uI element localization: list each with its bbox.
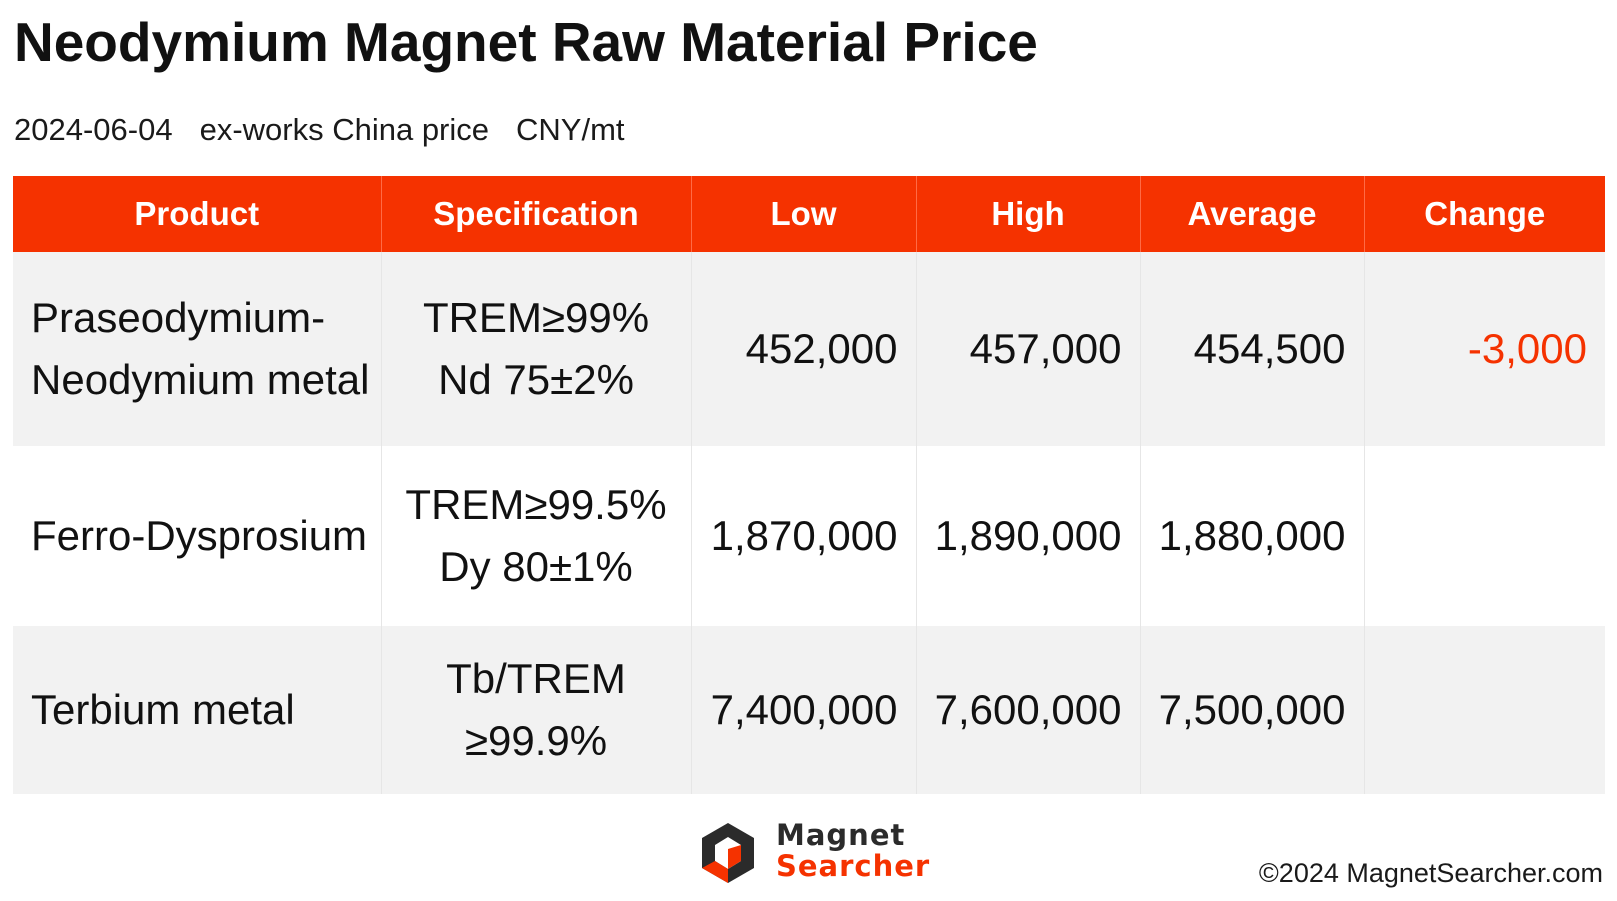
specification-cell: Tb/TREM ≥99.9% xyxy=(381,626,692,794)
low-price-cell: 452,000 xyxy=(691,252,917,446)
magnet-searcher-logo: Magnet Searcher xyxy=(697,820,947,886)
header-change: Change xyxy=(1364,176,1605,252)
spec-line: ≥99.9% xyxy=(464,717,608,764)
change-cell xyxy=(1364,626,1605,794)
table-row: Ferro-Dysprosium TREM≥99.5% Dy 80±1% 1,8… xyxy=(13,446,1605,626)
spec-line: TREM≥99% xyxy=(422,294,650,341)
spec-line: Tb/TREM xyxy=(446,655,626,702)
change-cell xyxy=(1364,446,1605,626)
magnet-searcher-logo-icon xyxy=(702,823,754,883)
specification-cell: TREM≥99% Nd 75±2% xyxy=(381,252,692,446)
high-price-cell: 7,600,000 xyxy=(916,626,1141,794)
product-name-line: Ferro-Dysprosium xyxy=(31,512,368,559)
header-specification: Specification xyxy=(381,176,692,252)
low-price-cell: 1,870,000 xyxy=(691,446,917,626)
product-cell: Terbium metal xyxy=(13,626,382,794)
low-price-cell: 7,400,000 xyxy=(691,626,917,794)
price-date: 2024-06-04 xyxy=(14,112,173,147)
spec-line: Dy 80±1% xyxy=(439,543,633,590)
high-price-cell: 1,890,000 xyxy=(916,446,1141,626)
average-price-cell: 454,500 xyxy=(1140,252,1365,446)
product-name-line: Neodymium metal xyxy=(31,356,370,403)
header-product: Product xyxy=(13,176,382,252)
specification-cell: TREM≥99.5% Dy 80±1% xyxy=(381,446,692,626)
high-price-cell: 457,000 xyxy=(916,252,1141,446)
price-table: Product Specification Low High Average C… xyxy=(13,176,1605,794)
price-basis: ex-works China price xyxy=(199,112,490,147)
logo-text-searcher: Searcher xyxy=(776,849,931,883)
change-cell: -3,000 xyxy=(1364,252,1605,446)
spec-line: TREM≥99.5% xyxy=(405,481,667,528)
header-average: Average xyxy=(1140,176,1365,252)
table-row: Praseodymium- Neodymium metal TREM≥99% N… xyxy=(13,252,1605,446)
header-high: High xyxy=(916,176,1141,252)
page-title: Neodymium Magnet Raw Material Price xyxy=(14,11,1038,73)
average-price-cell: 7,500,000 xyxy=(1140,626,1365,794)
average-price-cell: 1,880,000 xyxy=(1140,446,1365,626)
price-unit: CNY/mt xyxy=(516,112,625,147)
product-cell: Ferro-Dysprosium xyxy=(13,446,382,626)
copyright-notice: ©2024 MagnetSearcher.com xyxy=(1258,858,1603,888)
spec-line: Nd 75±2% xyxy=(438,356,634,403)
table-header-row: Product Specification Low High Average C… xyxy=(13,176,1605,252)
header-low: Low xyxy=(691,176,917,252)
product-name-line: Praseodymium- xyxy=(31,294,326,341)
table-row: Terbium metal Tb/TREM ≥99.9% 7,400,000 7… xyxy=(13,626,1605,794)
subtitle: 2024-06-04 ex-works China price CNY/mt xyxy=(14,110,652,150)
product-name-line: Terbium metal xyxy=(31,686,295,733)
product-cell: Praseodymium- Neodymium metal xyxy=(13,252,382,446)
logo-text-magnet: Magnet xyxy=(776,818,906,852)
